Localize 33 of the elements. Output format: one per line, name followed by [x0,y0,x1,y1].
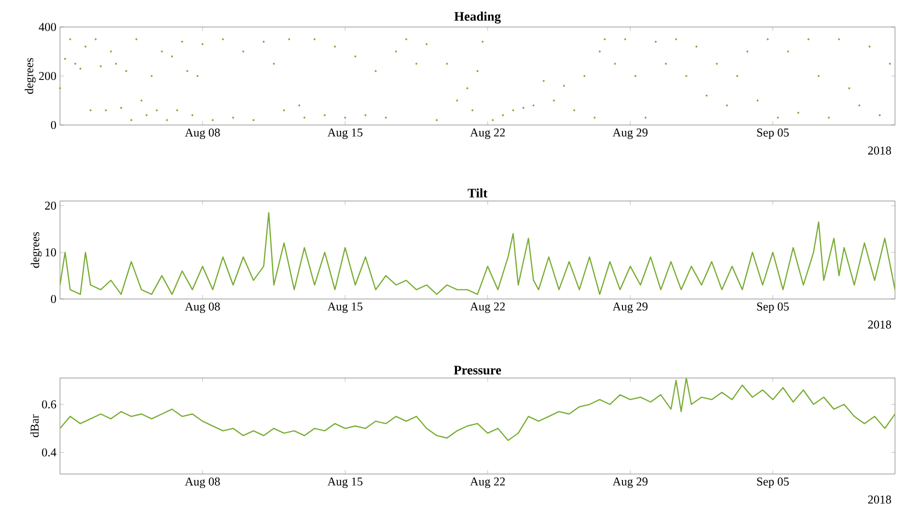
y-axis-title: dBar [30,414,39,438]
x-tick-label: Aug 15 [327,128,362,139]
x-tick-label: Aug 29 [612,302,648,314]
x-tick-label: Aug 15 [327,302,362,313]
y-tick-label: 0 [50,120,56,130]
x-tick-label: Aug 29 [612,128,648,140]
y-tick-label: 0.4 [42,448,56,456]
x-tick-label: Aug 22 [470,302,505,314]
x-tick-label: Aug 29 [612,478,648,488]
x-tick-label: Aug 08 [184,302,220,314]
y-tick-label: 400 [38,22,56,32]
y-axis-title: degrees [30,232,42,268]
y-tick-label: 10 [46,248,56,256]
x-tick-label: Aug 22 [470,128,505,140]
y-tick-label: 0.6 [42,400,56,408]
x-axis-title: 2018 [868,320,892,329]
chart-title: Heading [454,12,501,24]
y-tick-label: 0 [50,294,56,304]
x-tick-label: Aug 08 [184,478,220,488]
x-tick-label: Aug 22 [470,478,505,488]
chart-title: Tilt [468,188,488,198]
y-tick-label: 200 [39,72,56,80]
y-axis-title: degrees [24,58,36,94]
x-tick-label: Sep 05 [757,302,789,314]
line-series [60,212,896,295]
chart-title: Pressure [454,366,502,374]
y-tick-label: 20 [45,202,56,210]
x-tick-label: Sep 05 [757,478,789,488]
x-tick-label: Aug 08 [184,128,220,140]
x-tick-label: Sep 05 [757,128,789,140]
x-tick-label: Aug 15 [327,478,362,488]
x-axis-title: 2018 [868,496,892,504]
x-axis-title: 2018 [868,146,892,155]
